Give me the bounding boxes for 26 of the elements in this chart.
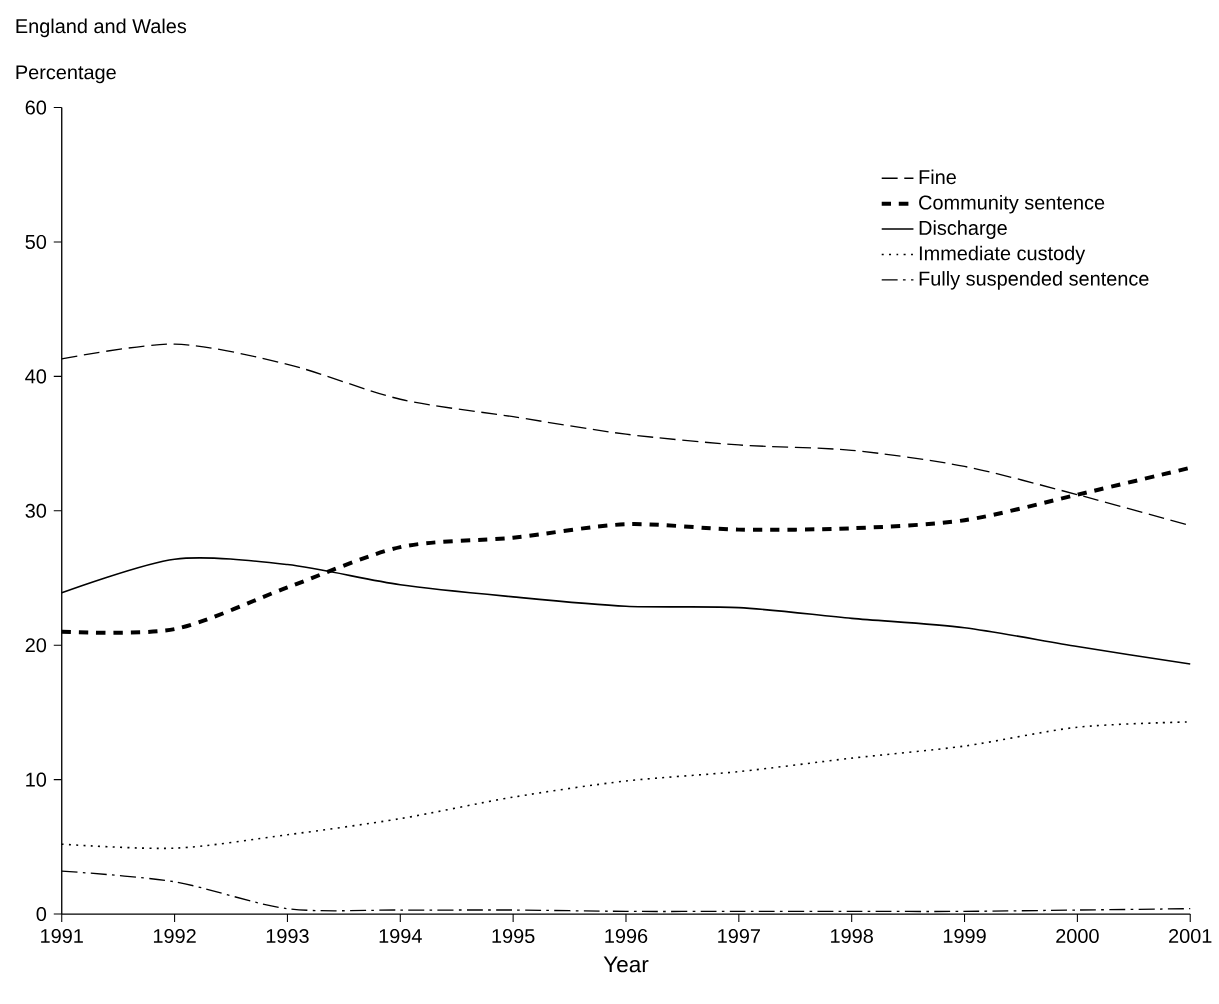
x-tick-label: 1997 <box>718 929 760 944</box>
x-tick-label: 1993 <box>266 929 309 944</box>
x-tick-label: 1991 <box>41 929 83 944</box>
x-tick-label: 2001 <box>1169 929 1212 944</box>
y-axis-title: Percentage <box>16 65 116 84</box>
x-tick-label: 2000 <box>1056 929 1099 944</box>
y-tick-label: 20 <box>25 638 47 653</box>
legend-label: Immediate custody <box>919 245 1086 265</box>
x-tick-label: 1999 <box>943 929 986 944</box>
legend-label: Discharge <box>919 220 1007 240</box>
x-tick-label: 1995 <box>492 929 535 944</box>
legend-label: Fully suspended sentence <box>919 271 1149 290</box>
y-tick-label: 40 <box>25 369 47 384</box>
x-tick-label: 1994 <box>379 929 422 944</box>
chart-title: England and Wales <box>16 18 187 38</box>
x-tick-label: 1998 <box>831 929 873 944</box>
y-tick-label: 50 <box>25 235 47 250</box>
y-tick-label: 30 <box>25 503 47 518</box>
x-axis-title: Year <box>603 956 649 973</box>
y-tick-label: 0 <box>36 907 47 922</box>
legend-label: Fine <box>919 169 956 185</box>
x-tick-label: 1996 <box>605 929 648 944</box>
x-tick-label: 1992 <box>153 929 196 944</box>
y-tick-label: 10 <box>26 772 47 787</box>
legend-label: Community sentence <box>919 195 1105 214</box>
y-tick-label: 60 <box>25 100 47 115</box>
